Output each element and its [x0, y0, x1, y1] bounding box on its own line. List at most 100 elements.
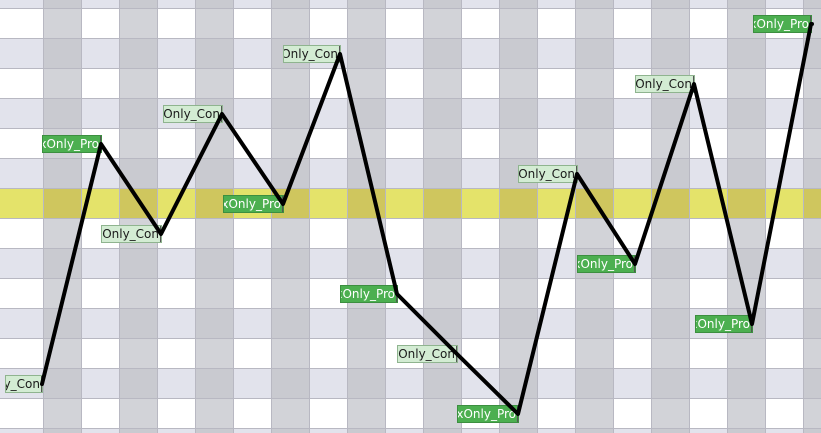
grid-col-shade	[271, 128, 309, 158]
grid-col-shade	[423, 38, 461, 68]
grid-col-shade	[423, 8, 461, 38]
event-node-pro[interactable]: xOnly_Pro	[753, 15, 812, 33]
event-node-pro[interactable]: xOnly_Pro	[577, 255, 636, 273]
node-resize-handle[interactable]	[41, 376, 42, 392]
grid-col-shade	[423, 368, 461, 398]
node-label: xOnly_Pro	[457, 407, 516, 421]
grid-col-shade	[651, 368, 689, 398]
grid-col-shade	[43, 218, 81, 248]
grid-col-shade	[43, 8, 81, 38]
grid-col-shade	[347, 368, 385, 398]
grid-col-shade	[499, 98, 537, 128]
grid-col-shade	[119, 158, 157, 188]
grid-col-shade	[499, 8, 537, 38]
node-resize-handle[interactable]	[810, 16, 811, 32]
node-resize-handle[interactable]	[100, 136, 101, 152]
grid-col-shade	[499, 428, 537, 433]
node-resize-handle[interactable]	[751, 316, 752, 332]
node-resize-handle[interactable]	[339, 46, 340, 62]
node-resize-handle[interactable]	[282, 196, 283, 212]
grid-col-shade	[499, 368, 537, 398]
event-node-con[interactable]: Only_Con	[283, 45, 341, 63]
grid-col-shade	[43, 98, 81, 128]
grid-col-shade	[423, 218, 461, 248]
node-label: Only_Con	[518, 167, 575, 181]
grid-col-shade	[271, 338, 309, 368]
grid-col-shade	[119, 0, 157, 8]
event-node-pro[interactable]: xOnly_Pro	[223, 195, 284, 213]
node-resize-handle[interactable]	[517, 406, 518, 422]
node-label: xOnly_Pro	[753, 17, 809, 31]
grid-col-shade	[575, 188, 613, 218]
grid-col-shade	[43, 38, 81, 68]
grid-col-shade	[727, 68, 765, 98]
grid-col-shade	[651, 0, 689, 8]
grid-col-shade	[347, 128, 385, 158]
node-resize-handle[interactable]	[396, 286, 397, 302]
grid-col-shade	[347, 338, 385, 368]
grid-col-shade	[803, 68, 821, 98]
grid-col-shade	[575, 128, 613, 158]
event-node-con[interactable]: Only_Con	[5, 375, 43, 393]
node-resize-handle[interactable]	[221, 106, 222, 122]
node-resize-handle[interactable]	[634, 256, 635, 272]
event-node-con[interactable]: Only_Con	[635, 75, 695, 93]
grid-col-shade	[119, 308, 157, 338]
grid-col-shade	[499, 68, 537, 98]
node-resize-handle[interactable]	[160, 226, 161, 242]
grid-col-shade	[575, 308, 613, 338]
grid-col-shade	[575, 8, 613, 38]
grid-col-shade	[43, 308, 81, 338]
grid-col-shade	[347, 38, 385, 68]
grid-col-shade	[575, 428, 613, 433]
event-node-con[interactable]: Only_Con	[101, 225, 162, 243]
grid-col-shade	[347, 8, 385, 38]
node-resize-handle[interactable]	[693, 76, 694, 92]
grid-col-shade	[423, 188, 461, 218]
grid-col-shade	[727, 128, 765, 158]
grid-col-shade	[803, 98, 821, 128]
grid-col-shade	[119, 338, 157, 368]
grid-col-shade	[423, 98, 461, 128]
grid-col-shade	[727, 218, 765, 248]
grid-col-shade	[727, 188, 765, 218]
node-label: Only_Con	[6, 377, 40, 391]
grid-col-shade	[727, 338, 765, 368]
node-label: Only_Con	[398, 347, 455, 361]
grid-col-shade	[651, 98, 689, 128]
grid-col-shade	[119, 188, 157, 218]
grid-col-shade	[195, 428, 233, 433]
node-resize-handle[interactable]	[576, 166, 577, 182]
event-node-con[interactable]: Only_Con	[397, 345, 458, 363]
grid-col-shade	[651, 218, 689, 248]
grid-col-shade	[803, 338, 821, 368]
node-resize-handle[interactable]	[456, 346, 457, 362]
grid-col-shade	[195, 0, 233, 8]
grid-col-shade	[271, 308, 309, 338]
node-label: Only_Con	[635, 77, 692, 91]
grid-col-shade	[499, 218, 537, 248]
grid-col-shade	[423, 158, 461, 188]
grid-col-shade	[271, 218, 309, 248]
grid-col-shade	[195, 278, 233, 308]
grid-col-shade	[195, 38, 233, 68]
grid-col-shade	[423, 278, 461, 308]
event-node-con[interactable]: Only_Con	[163, 105, 223, 123]
event-node-con[interactable]: Only_Con	[518, 165, 578, 183]
grid-col-shade	[119, 278, 157, 308]
event-node-pro[interactable]: xOnly_Pro	[457, 405, 519, 423]
grid-col-shade	[651, 278, 689, 308]
grid-col-shade	[423, 68, 461, 98]
grid-col-shade	[651, 398, 689, 428]
grid-col-shade	[651, 308, 689, 338]
grid-col-shade	[347, 188, 385, 218]
grid-col-shade	[499, 248, 537, 278]
grid-col-shade	[347, 0, 385, 8]
event-node-pro[interactable]: xOnly_Pro	[42, 135, 102, 153]
event-node-pro[interactable]: xOnly_Pro	[695, 315, 753, 333]
grid-col-shade	[499, 128, 537, 158]
grid-col-shade	[43, 0, 81, 8]
grid-col-shade	[43, 398, 81, 428]
grid-col-shade	[575, 398, 613, 428]
event-node-pro[interactable]: xOnly_Pro	[340, 285, 398, 303]
